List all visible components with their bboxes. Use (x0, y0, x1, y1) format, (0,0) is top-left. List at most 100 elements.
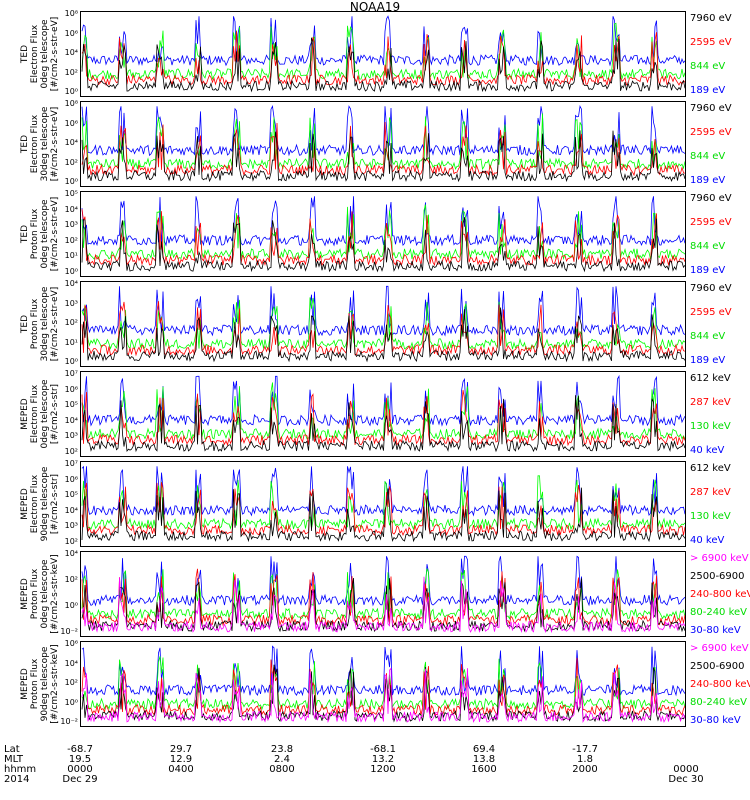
y-axis-label-line: Electron Flux (30, 384, 40, 444)
y-tick-label: 10² (64, 537, 78, 546)
series-trace (81, 130, 685, 183)
x-row-label: hhmm (4, 764, 37, 775)
plot-area (81, 196, 685, 273)
x-tick-label: -68.7 (67, 744, 93, 755)
x-tick-label: 29.7 (169, 744, 193, 755)
y-axis-label-line: TED (20, 44, 30, 64)
y-axis-label-line: Proton Flux (30, 208, 40, 260)
y-tick-label: 10³ (64, 220, 78, 230)
y-tick-label: 10⁴ (64, 204, 78, 214)
legend-entry: 189 eV (690, 175, 726, 186)
y-axis-label-line: Proton Flux (30, 658, 40, 710)
y-tick-label: 10⁰ (64, 601, 78, 610)
series-trace (81, 577, 685, 633)
y-tick-label: 10² (64, 67, 78, 77)
y-axis-label: MEPED Proton Flux 0deg telescope [#/cm2-s-s… (0, 551, 80, 637)
series-trace (81, 465, 685, 517)
x-tick-label: 69.4 (472, 744, 496, 755)
plot-panel (80, 281, 686, 367)
y-tick-label: 10³ (64, 431, 78, 441)
series-trace (81, 209, 685, 267)
y-tick-label: 10⁰ (64, 357, 78, 366)
y-tick-label: 10⁴ (64, 658, 78, 668)
x-row-label: MLT (4, 754, 23, 765)
y-tick-label: 10⁰ (64, 267, 78, 276)
y-axis-label-line: Electron Flux (30, 114, 40, 174)
y-tick-label: 10⁵ (64, 490, 78, 500)
y-axis-label-line: TED (20, 134, 30, 154)
x-tick-label: 1600 (471, 764, 497, 775)
series-trace (81, 568, 685, 627)
legend-entry: 80-240 keV (690, 607, 748, 618)
legend: 7960 eV 2595 eV 844 eV 189 eV (690, 101, 750, 187)
y-tick-label: 10⁸ (64, 9, 78, 18)
y-tick-label: 10² (64, 235, 78, 245)
legend-entry: 287 keV (690, 397, 731, 408)
legend-entry: 40 keV (690, 445, 725, 456)
y-tick-label: 10⁷ (64, 369, 78, 378)
legend-entry: 844 eV (690, 151, 726, 162)
y-tick-label: 10⁰ (64, 177, 78, 186)
legend-entry: 130 keV (690, 511, 731, 522)
y-axis-label-line: MEPED (20, 398, 30, 430)
series-trace (81, 482, 685, 537)
series-trace (81, 285, 685, 337)
plot-area (81, 465, 685, 543)
y-axis-label-line: Electron Flux (30, 24, 40, 84)
series-trace (81, 297, 685, 351)
legend-entry: 189 eV (690, 85, 726, 96)
series-trace (81, 196, 685, 247)
legend-entry: 240-800 keV (690, 589, 750, 600)
y-tick-label: 10³ (64, 298, 78, 308)
legend-entry: 7960 eV (690, 283, 732, 294)
y-axis-label-line: Electron Flux (30, 474, 40, 534)
plot-area (81, 555, 685, 634)
legend: 612 keV 287 keV 130 keV 40 keV (690, 371, 750, 457)
y-tick-label: 10⁸ (64, 99, 78, 108)
x-tick-label: 0400 (168, 764, 194, 775)
y-tick-label: 10⁴ (64, 279, 78, 288)
y-tick-label: 10¹ (64, 337, 78, 347)
y-tick-label: 10⁻² (60, 627, 78, 636)
x-tick-label: 0000 (67, 764, 93, 775)
y-tick-label: 10⁰ (64, 697, 78, 707)
x-tick-label: 2000 (572, 764, 598, 775)
y-tick-label: 10⁻² (60, 717, 78, 726)
y-tick-label: 10² (64, 678, 78, 687)
plot-panel (80, 191, 686, 277)
plot-area (81, 374, 685, 453)
y-tick-label: 10⁴ (64, 505, 78, 515)
y-axis-label-line: [#/cm2-s-str-keV] (50, 554, 60, 634)
chart-title: NOAA19 (349, 0, 401, 14)
legend-entry: 40 keV (690, 535, 725, 546)
series-trace (81, 395, 685, 453)
legend-entry: 844 eV (690, 61, 726, 72)
y-tick-label: 10⁶ (64, 28, 78, 38)
y-tick-label: 10⁵ (64, 189, 78, 198)
series-trace (81, 22, 685, 81)
y-tick-label: 10⁶ (64, 474, 78, 484)
y-axis-label-line: TED (20, 224, 30, 244)
legend-entry: 7960 eV (690, 13, 732, 24)
plot-panel (80, 551, 686, 637)
y-axis-label-text: MEPED Proton Flux 0deg telescope [#/cm2-s-s… (20, 554, 60, 633)
legend-entry: 2595 eV (690, 217, 732, 228)
y-tick-label: 10⁶ (64, 118, 78, 128)
x-row-label: Lat (4, 744, 20, 755)
plot-area (81, 15, 685, 93)
plot-area (81, 104, 685, 183)
series-trace (81, 301, 685, 357)
legend-entry: 844 eV (690, 241, 726, 252)
series-trace (81, 645, 685, 697)
x-tick-label: 1200 (370, 764, 396, 775)
y-tick-label: 10¹ (64, 251, 78, 261)
y-tick-label: 10³ (64, 521, 78, 531)
y-axis-label-line: MEPED (20, 578, 30, 610)
legend-entry: 30-80 keV (690, 625, 741, 636)
x-tick-label: 0800 (269, 764, 295, 775)
series-trace (81, 555, 685, 607)
series-trace (81, 37, 685, 93)
legend-entry: 2500-6900 (690, 661, 745, 672)
legend-entry: 240-800 keV (690, 679, 750, 690)
x-tick-label: 13.2 (371, 754, 395, 765)
